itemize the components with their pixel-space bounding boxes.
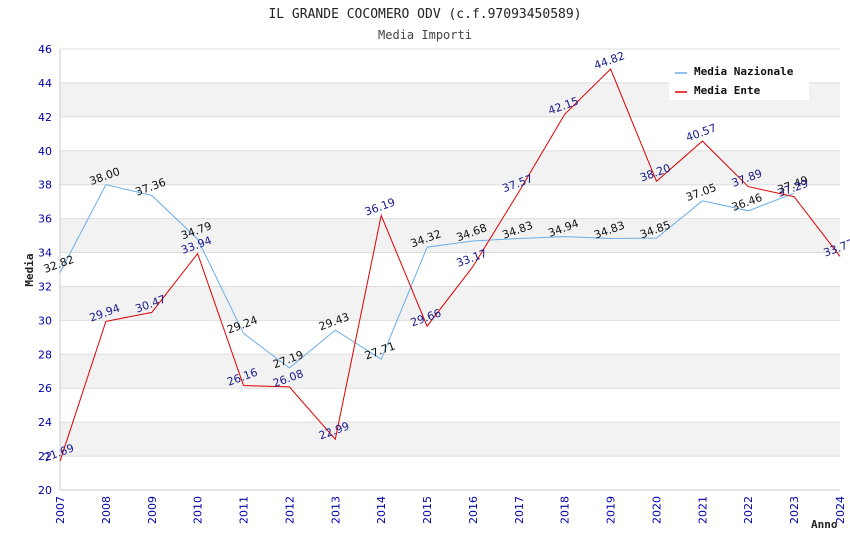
chart-title: IL GRANDE COCOMERO ODV (c.f.97093450589) xyxy=(268,7,581,22)
series-line-media-ente xyxy=(59,68,841,462)
legend-label-media-nazionale: Media Nazionale xyxy=(694,65,794,78)
y-tick-label: 46 xyxy=(38,43,52,56)
band xyxy=(60,422,840,457)
background-bands xyxy=(60,82,840,457)
chart-subtitle: Media Importi xyxy=(378,28,472,42)
x-tick-label: 2016 xyxy=(467,496,480,524)
y-tick-label: 22 xyxy=(38,450,52,463)
x-tick-label: 2023 xyxy=(788,496,801,524)
series-line-media-nazionale xyxy=(59,184,795,369)
legend-label-media-ente: Media Ente xyxy=(694,84,761,97)
x-tick-label: 2008 xyxy=(100,496,113,524)
x-tick-label: 2021 xyxy=(696,496,709,524)
x-tick-label: 2019 xyxy=(605,496,618,524)
band xyxy=(60,354,840,389)
y-tick-label: 38 xyxy=(38,179,52,192)
data-label-media-ente: 36.19 xyxy=(363,196,397,219)
x-tick-label: 2024 xyxy=(834,496,847,524)
legend-box xyxy=(669,60,809,100)
x-tick-label: 2022 xyxy=(742,496,755,524)
x-tick-label: 2007 xyxy=(54,496,67,524)
y-tick-label: 36 xyxy=(38,213,52,226)
y-tick-label: 44 xyxy=(38,77,52,90)
y-tick-label: 26 xyxy=(38,382,52,395)
y-tick-label: 24 xyxy=(38,416,52,429)
y-tick-label: 32 xyxy=(38,280,52,293)
x-tick-label: 2017 xyxy=(513,496,526,524)
band xyxy=(60,218,840,253)
data-label-media-ente: 40.57 xyxy=(684,121,718,144)
x-tick-label: 2015 xyxy=(421,496,434,524)
gridlines xyxy=(60,48,840,491)
series-lines xyxy=(59,68,841,462)
y-tick-label: 28 xyxy=(38,348,52,361)
y-axis-label: Media xyxy=(23,253,36,286)
x-tick-label: 2009 xyxy=(146,496,159,524)
x-tick-label: 2012 xyxy=(283,496,296,524)
band xyxy=(60,150,840,185)
y-tick-labels: 20 22 24 26 28 30 32 34 36 38 40 42 44 46 xyxy=(38,43,52,497)
x-tick-label: 2018 xyxy=(559,496,572,524)
y-tick-label: 30 xyxy=(38,314,52,327)
data-label-media-ente: 44.82 xyxy=(592,49,626,72)
band xyxy=(60,286,840,321)
y-tick-label: 34 xyxy=(38,247,52,260)
x-tick-labels: 2007 2008 2009 2010 2011 2012 2013 2014 2015 2016… xyxy=(54,496,847,524)
x-tick-label: 2014 xyxy=(375,496,388,524)
y-tick-label: 40 xyxy=(38,145,52,158)
y-tick-label: 42 xyxy=(38,111,52,124)
data-label-media-ente: 21.69 xyxy=(42,442,76,465)
x-axis-label: Anno xyxy=(811,518,838,531)
x-tick-label: 2020 xyxy=(650,496,663,524)
y-tick-label: 20 xyxy=(38,484,52,497)
x-tick-label: 2011 xyxy=(238,496,251,524)
legend: Media Nazionale Media Ente xyxy=(669,60,809,100)
x-tick-label: 2013 xyxy=(329,496,342,524)
x-tick-label: 2010 xyxy=(192,496,205,524)
